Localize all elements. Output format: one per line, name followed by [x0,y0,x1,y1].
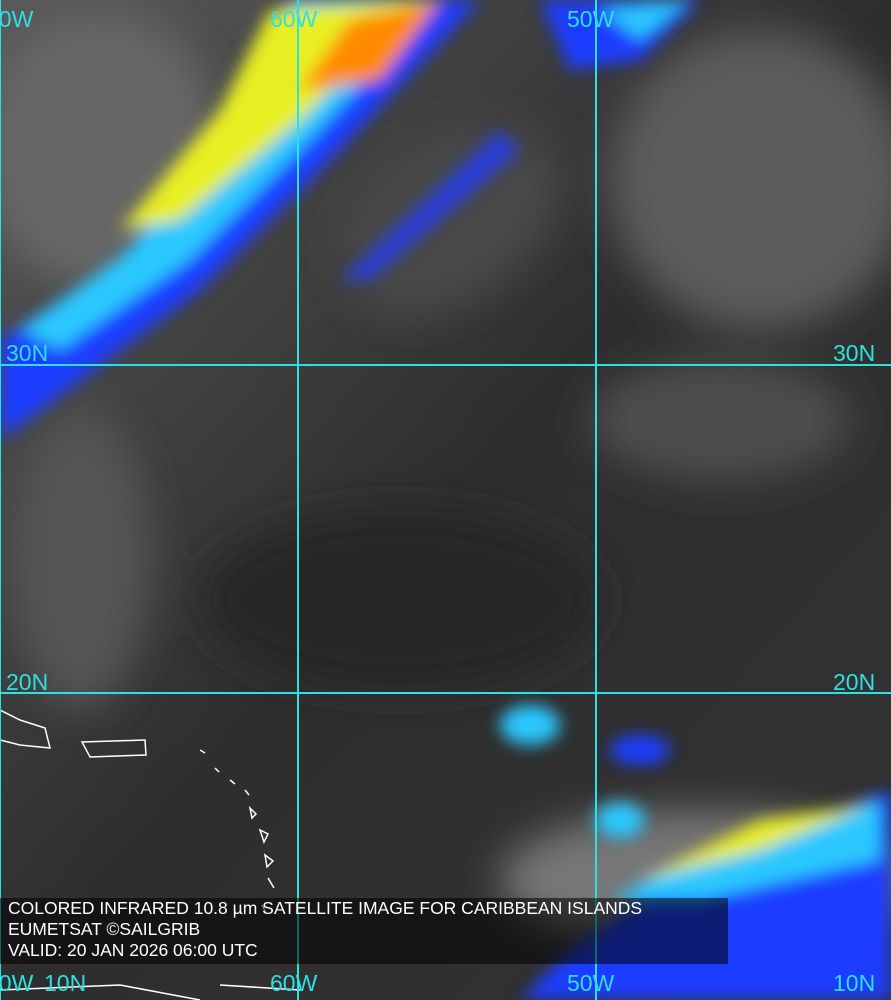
lat-label-10n-left: 10N [44,970,87,996]
lat-label-30n-right: 30N [833,340,876,366]
caption-title: COLORED INFRARED 10.8 µm SATELLITE IMAGE… [8,898,643,918]
lon-label-50w-top: 50W [567,6,615,32]
lon-label-60w-bottom: 60W [270,970,318,996]
lon-label-70w-top: 70W [0,6,34,32]
lat-label-20n-left: 20N [6,669,49,695]
caption-valid-time: VALID: 20 JAN 2026 06:00 UTC [8,940,258,960]
lat-label-20n-right: 20N [833,669,876,695]
image-caption: COLORED INFRARED 10.8 µm SATELLITE IMAGE… [0,898,728,964]
coastlines [0,709,301,1000]
lon-label-60w-top: 60W [270,6,318,32]
lat-label-30n-left: 30N [6,340,49,366]
lon-label-70w-bottom: 70W [0,970,34,996]
lon-label-50w-bottom: 50W [567,970,615,996]
lat-label-10n-right: 10N [833,970,876,996]
caption-source: EUMETSAT ©SAILGRIB [8,919,201,939]
